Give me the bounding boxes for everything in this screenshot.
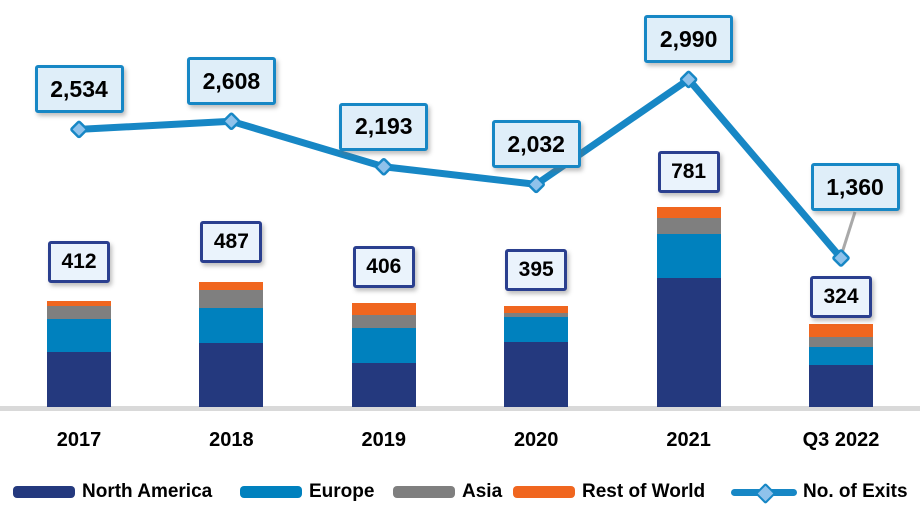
bar-segment-europe [504, 317, 569, 343]
bar-segment-north-america [199, 343, 264, 407]
bar-segment-north-america [809, 365, 873, 407]
legend-line-marker-sample [731, 482, 797, 505]
legend-item-rest-of-world: Rest of World [513, 479, 705, 505]
bar-segment-europe [656, 233, 721, 278]
bar-segment-europe [809, 347, 873, 365]
legend-swatch [393, 486, 455, 498]
bar-segment-north-america [351, 363, 416, 407]
line-marker-diamond [70, 120, 88, 139]
bar-segment-europe [199, 308, 264, 344]
x-axis-label: 2020 [513, 429, 559, 451]
legend-item-asia: Asia [393, 479, 502, 505]
bar-segment-asia [47, 306, 111, 319]
legend-diamond-icon [754, 482, 777, 505]
bar-segment-north-america [656, 277, 721, 407]
x-axis-label: 2017 [56, 429, 102, 451]
bar-segment-rest-of-world [504, 305, 569, 313]
line-marker-diamond [222, 112, 241, 131]
line-point-label: 2,032 [491, 120, 581, 169]
bar-segment-rest-of-world [47, 301, 111, 307]
bar-segment-asia [504, 312, 569, 318]
line-point-label: 2,193 [339, 102, 429, 151]
line-marker-diamond [375, 157, 393, 176]
bar-segment-rest-of-world [656, 207, 721, 218]
legend-swatch [13, 486, 75, 498]
x-axis-label: 2019 [361, 429, 407, 451]
legend-label: Asia [462, 481, 503, 502]
bar-segment-rest-of-world [199, 282, 264, 290]
bar-segment-rest-of-world [809, 324, 873, 338]
legend-label: Rest of World [582, 481, 706, 502]
bar-total-label: 781 [657, 151, 720, 193]
bar-segment-rest-of-world [351, 303, 416, 316]
line-marker-diamond [679, 70, 698, 89]
bar-segment-asia [656, 217, 721, 234]
legend-item-europe: Europe [240, 479, 374, 505]
bar-segment-asia [351, 315, 416, 329]
legend-label: No. of Exits [803, 481, 908, 502]
line-point-label: 2,534 [34, 65, 124, 114]
bar-total-label: 406 [352, 246, 415, 289]
line-point-label: 2,990 [644, 15, 734, 64]
legend-item-no-of-exits: No. of Exits [731, 479, 908, 505]
line-point-label: 1,360 [810, 163, 900, 211]
bar-total-label: 324 [810, 276, 872, 319]
bar-segment-north-america [504, 342, 569, 407]
legend-swatch [240, 486, 302, 498]
bar-total-label: 487 [200, 221, 263, 264]
x-axis-label: Q3 2022 [802, 429, 880, 451]
bar-total-label: 412 [48, 241, 110, 284]
line-marker-diamond [832, 249, 850, 267]
x-axis-baseline [0, 406, 920, 411]
x-axis-label: 2018 [209, 429, 254, 451]
legend-label: Europe [309, 481, 375, 502]
bar-total-label: 395 [505, 248, 568, 291]
x-axis-label: 2021 [666, 429, 711, 451]
exits-line [75, 75, 845, 262]
bar-segment-north-america [47, 352, 111, 407]
legend-item-north-america: North America [13, 479, 212, 505]
label-leader-line [840, 211, 857, 254]
bar-segment-asia [199, 289, 264, 309]
bar-segment-europe [351, 328, 416, 364]
line-point-label: 2,608 [186, 57, 276, 106]
legend-label: North America [82, 481, 213, 502]
legend-swatch [513, 486, 575, 498]
line-marker-diamond [527, 175, 545, 194]
bar-segment-europe [47, 318, 111, 353]
bar-segment-asia [809, 337, 873, 348]
